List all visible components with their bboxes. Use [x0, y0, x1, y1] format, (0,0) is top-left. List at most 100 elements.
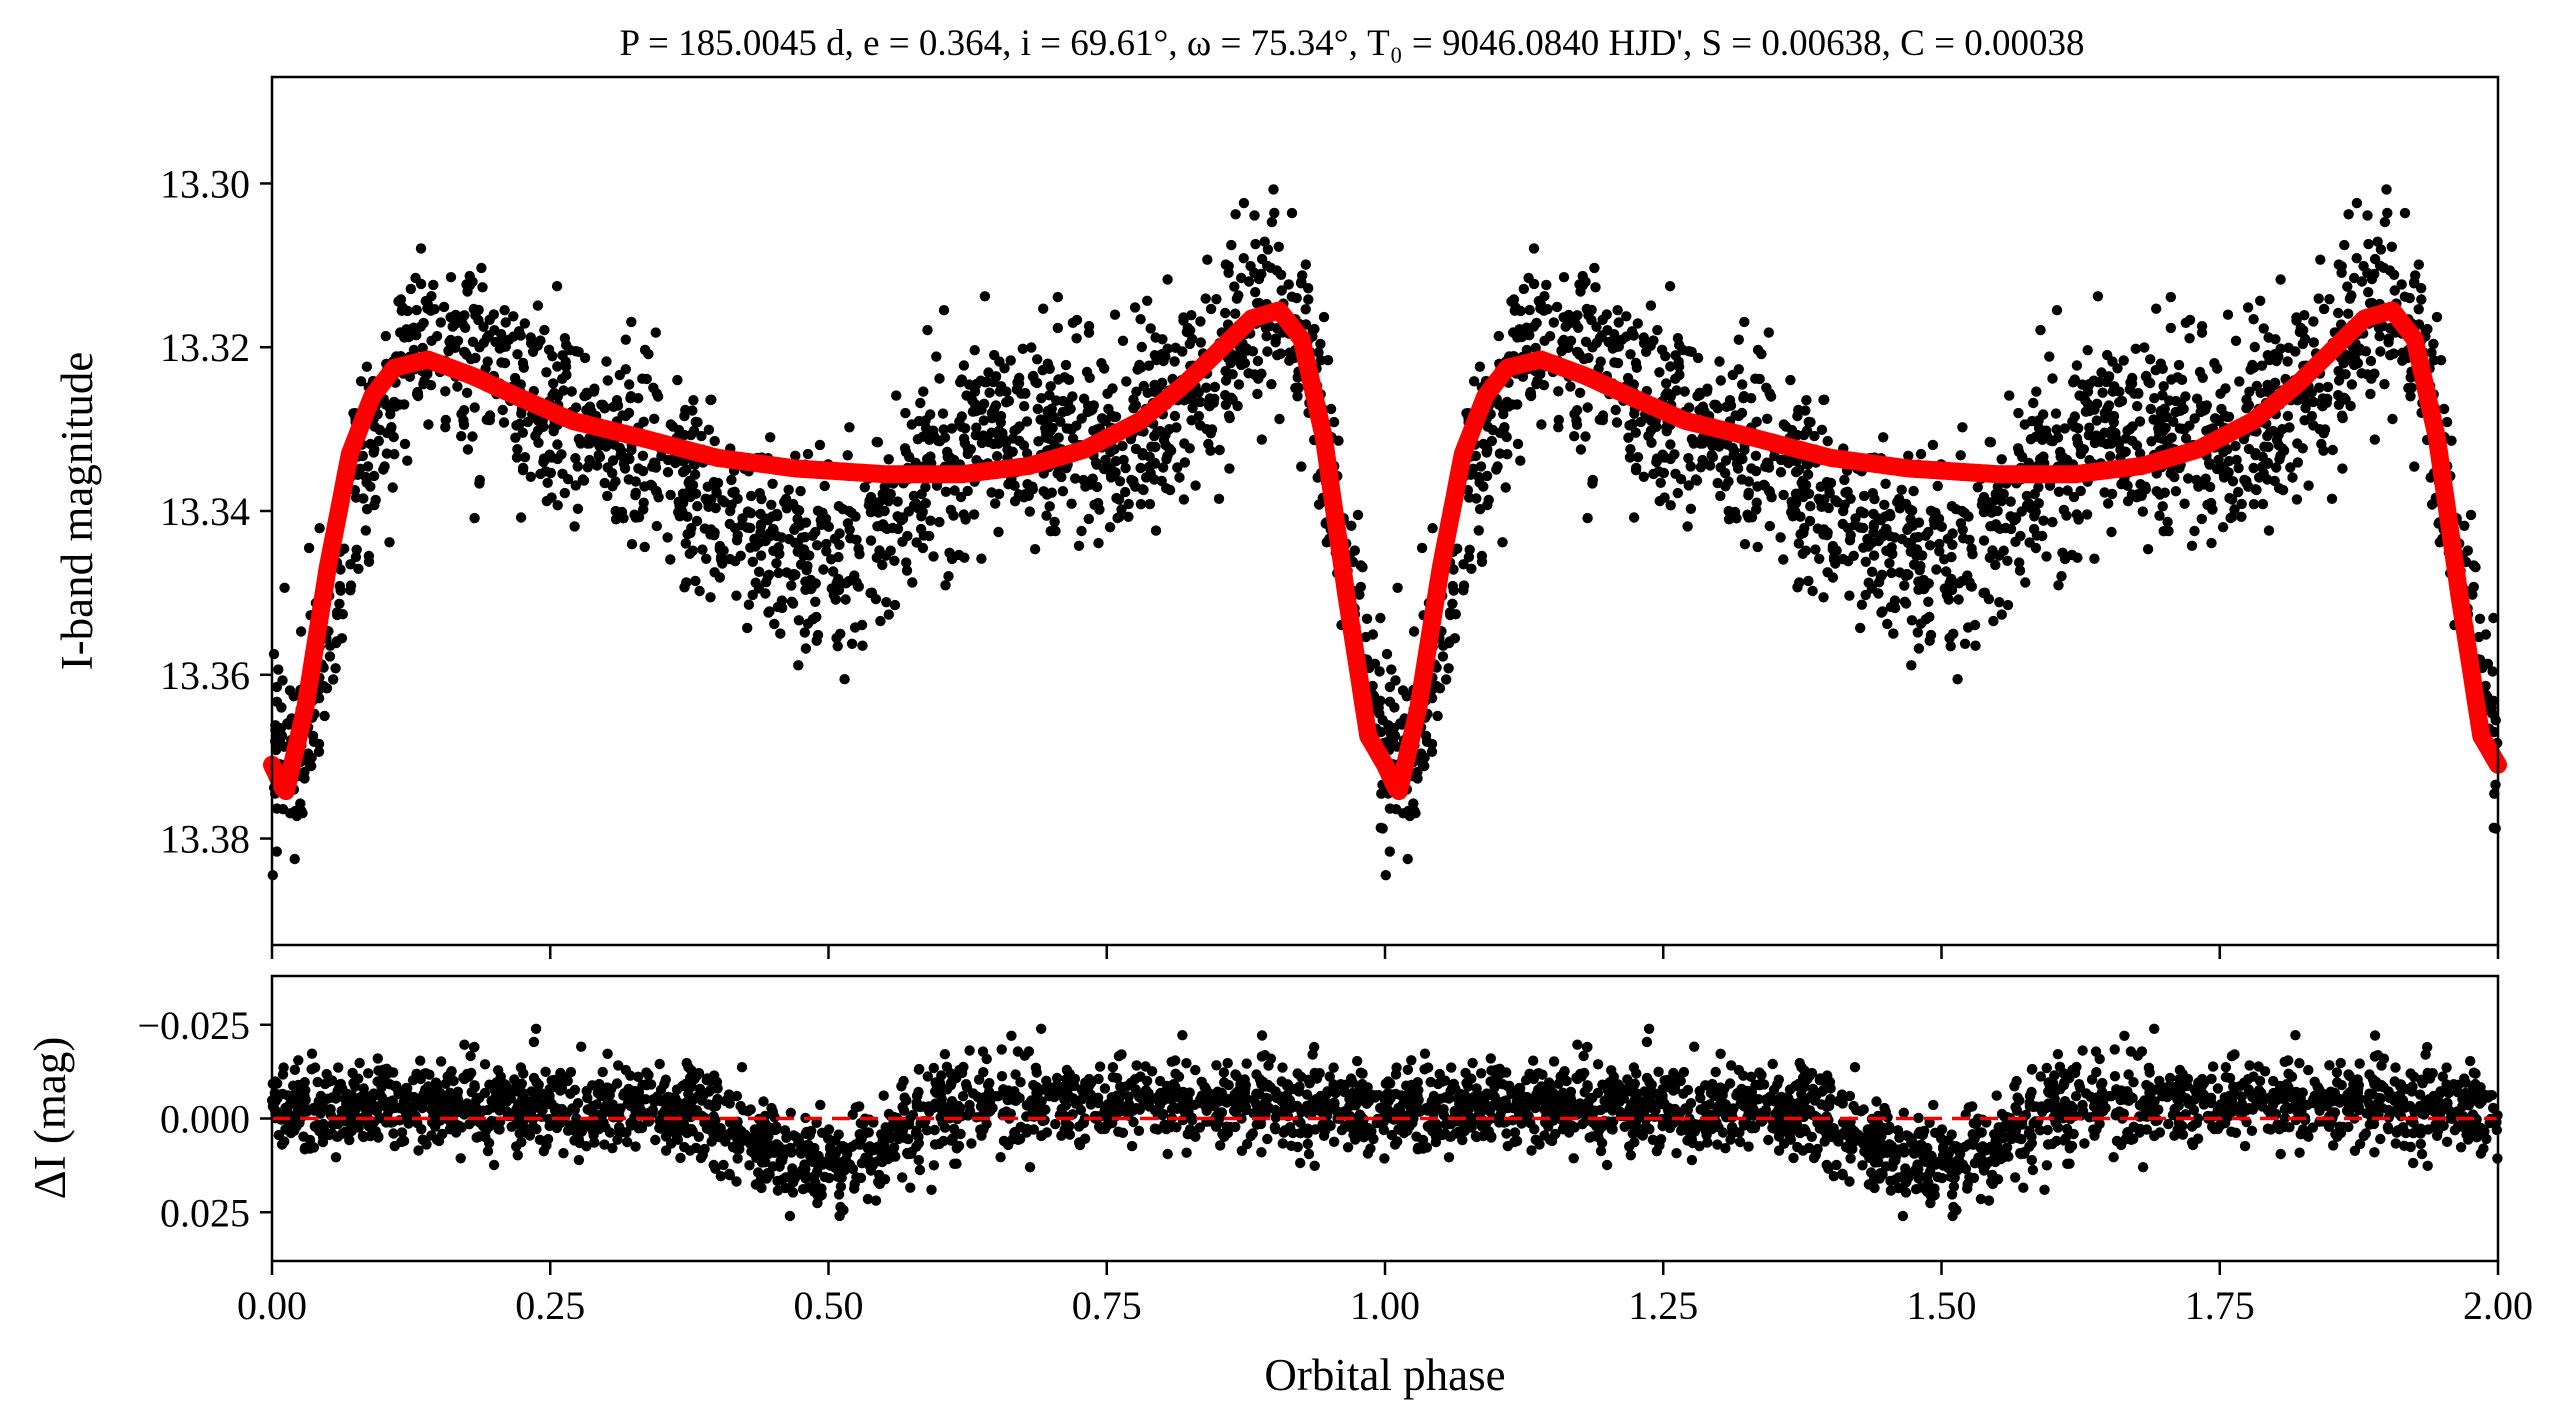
data-point	[1827, 540, 1839, 552]
data-point	[425, 380, 437, 391]
data-point	[1040, 426, 1052, 437]
data-point	[2333, 259, 2344, 270]
data-point	[1416, 542, 1428, 554]
data-point	[2396, 279, 2407, 290]
data-point	[1160, 483, 1172, 494]
data-point	[1150, 441, 1161, 453]
data-point	[2196, 327, 2208, 338]
data-point	[1500, 482, 1511, 493]
data-point	[1466, 563, 1477, 574]
residual-point	[1467, 1057, 1478, 1069]
data-point	[1397, 685, 1409, 696]
data-point	[1868, 550, 1880, 561]
data-point	[1038, 303, 1049, 314]
data-point	[1474, 504, 1486, 515]
data-point	[1536, 419, 1547, 430]
data-point	[1092, 497, 1104, 509]
data-point	[945, 504, 957, 516]
data-point	[1259, 236, 1270, 247]
data-point	[2326, 493, 2338, 504]
data-point	[2200, 473, 2211, 484]
data-point	[1818, 592, 1829, 603]
residual-point	[1028, 1124, 1040, 1135]
data-point	[650, 457, 661, 469]
data-point	[2363, 238, 2374, 250]
data-point	[2346, 290, 2357, 301]
data-point	[271, 696, 283, 707]
data-point	[934, 516, 945, 528]
data-point	[2308, 396, 2319, 408]
data-point	[1013, 489, 1025, 500]
data-point	[1665, 500, 1676, 511]
data-point	[1172, 462, 1183, 473]
data-point	[1247, 346, 1259, 357]
data-point	[1402, 853, 1413, 865]
residual-point	[905, 1182, 916, 1193]
data-point	[1816, 424, 1828, 435]
data-point	[694, 585, 705, 597]
data-point	[832, 641, 843, 652]
data-point	[363, 556, 375, 567]
data-point	[743, 599, 755, 610]
data-point	[2333, 365, 2344, 377]
data-point	[649, 413, 660, 424]
data-point	[1739, 444, 1750, 456]
data-point	[1764, 520, 1776, 532]
data-point	[1001, 386, 1012, 397]
data-point	[2234, 376, 2245, 387]
data-point	[1763, 457, 1774, 469]
residual-point	[435, 1056, 447, 1067]
residual-point	[2095, 1079, 2107, 1091]
data-point	[753, 583, 765, 594]
data-point	[934, 373, 945, 384]
residual-point	[415, 1055, 426, 1066]
data-point	[2225, 512, 2236, 524]
data-point	[1577, 270, 1588, 282]
data-point	[1035, 414, 1046, 425]
data-point	[273, 664, 284, 675]
data-point	[1907, 520, 1919, 531]
data-point	[2308, 316, 2319, 327]
data-point	[810, 596, 821, 607]
data-point	[1996, 454, 2007, 465]
data-point	[2303, 480, 2314, 491]
residual-point	[611, 1078, 623, 1089]
data-point	[747, 589, 758, 601]
data-point	[1996, 496, 2007, 507]
data-point	[2217, 522, 2229, 533]
data-point	[1463, 551, 1475, 563]
data-point	[1014, 435, 1025, 446]
data-point	[1437, 651, 1449, 662]
data-point	[1780, 421, 1792, 432]
data-point	[1652, 324, 1663, 336]
data-point	[500, 317, 511, 328]
data-point	[1805, 501, 1816, 512]
data-point	[1061, 423, 1073, 434]
data-point	[2406, 382, 2417, 393]
data-point	[1801, 425, 1813, 436]
data-point	[999, 363, 1010, 374]
data-point	[447, 321, 458, 332]
data-point	[1643, 430, 1654, 442]
residual-point	[1422, 1062, 1434, 1073]
data-point	[279, 582, 290, 593]
residual-point	[1712, 1139, 1723, 1150]
data-point	[1049, 516, 1060, 528]
residual-point	[1898, 1107, 1910, 1119]
data-point	[2459, 520, 2470, 531]
data-point	[1564, 310, 1575, 322]
data-point	[1655, 477, 1666, 488]
data-point	[968, 509, 980, 520]
data-point	[1714, 356, 1725, 367]
data-point	[602, 375, 613, 386]
data-point	[2157, 363, 2168, 374]
data-point	[469, 512, 480, 524]
data-point	[321, 683, 333, 694]
data-point	[2139, 342, 2150, 353]
data-point	[1256, 368, 1267, 379]
data-point	[1107, 383, 1118, 394]
data-point	[746, 490, 757, 502]
residual-point	[2141, 1124, 2152, 1135]
data-point	[2145, 403, 2156, 415]
data-point	[1142, 387, 1153, 398]
